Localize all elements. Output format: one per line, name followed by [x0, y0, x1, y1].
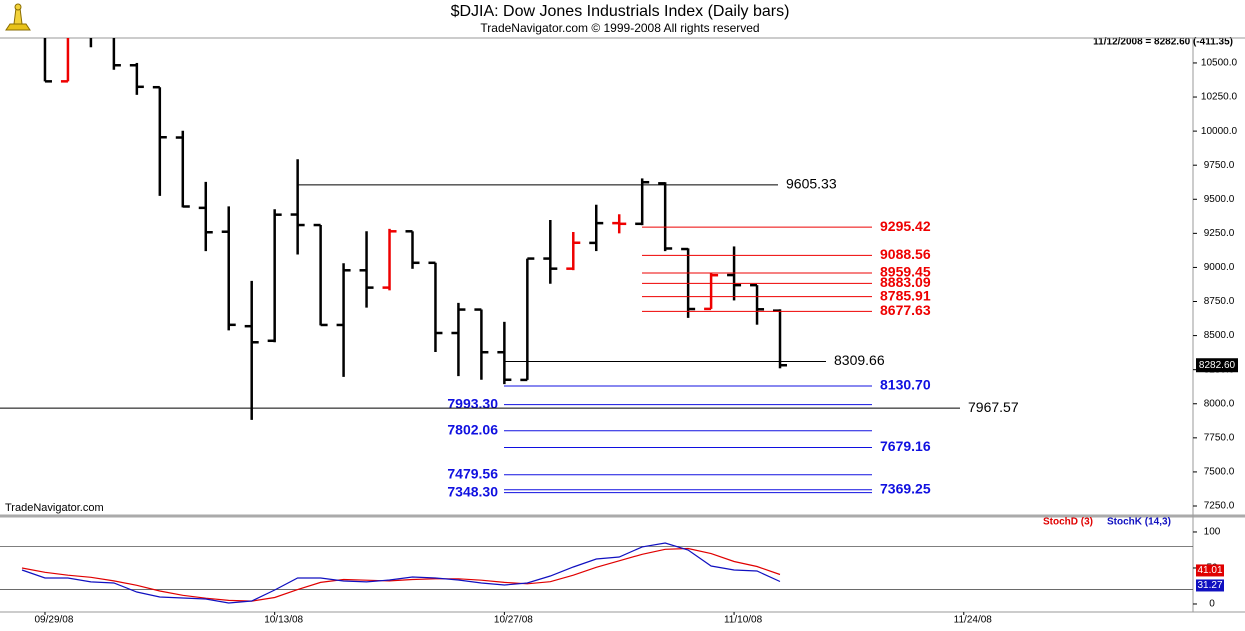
y-tick-label: 8000.0: [1204, 398, 1235, 409]
y-tick-label: 0: [1209, 599, 1215, 610]
stoch-line: [21, 547, 781, 602]
x-tick-label: 11/10/08: [724, 615, 763, 626]
level-label: 8785.91: [880, 287, 931, 303]
price-panel: [43, 38, 788, 420]
x-tick-label: 10/27/08: [494, 615, 533, 626]
chart-subtitle: TradeNavigator.com © 1999-2008 All right…: [480, 21, 759, 35]
stoch-panel: [0, 542, 1193, 604]
y-tick-label: 8500.0: [1204, 330, 1235, 341]
y-tick-label: 8750.0: [1204, 296, 1235, 307]
level-label: 9605.33: [786, 176, 837, 192]
last-price-label: 8282.60: [1199, 360, 1236, 371]
level-label: 7802.06: [447, 421, 498, 437]
y-tick-label: 7250.0: [1204, 501, 1235, 512]
level-label: 8883.09: [880, 274, 931, 290]
level-label: 7369.25: [880, 480, 931, 496]
level-label: 7348.30: [447, 483, 498, 499]
y-tick-label: 9750.0: [1204, 160, 1235, 171]
level-label: 8130.70: [880, 377, 931, 393]
last-value-label: 41.01: [1197, 565, 1222, 576]
level-label: 8959.45: [880, 264, 931, 280]
x-tick-label: 11/24/08: [954, 615, 993, 626]
level-label: 8309.66: [834, 352, 885, 368]
legend-entry: StochK (14,3): [1107, 517, 1171, 528]
x-tick-label: 09/29/08: [35, 615, 74, 626]
level-label: 8677.63: [880, 302, 931, 318]
last-value-box: [1196, 564, 1224, 577]
y-tick-label: 10000.0: [1201, 126, 1238, 137]
y-tick-label: 7500.0: [1204, 467, 1235, 478]
level-label: 7479.56: [447, 465, 498, 481]
stoch-line: [21, 542, 781, 604]
last-value-box: [1196, 579, 1224, 592]
overlay: 7250.07500.07750.08000.08250.08500.08750…: [0, 58, 1238, 626]
y-tick-label: 100: [1204, 527, 1221, 538]
legend-entry: StochD (3): [1043, 517, 1093, 528]
chart-title: $DJIA: Dow Jones Industrials Index (Dail…: [451, 3, 790, 20]
y-tick-label: 7750.0: [1204, 432, 1235, 443]
y-tick-label: 10500.0: [1201, 58, 1238, 69]
level-label: 7679.16: [880, 438, 931, 454]
y-tick-label: 9500.0: [1204, 194, 1235, 205]
watermark: TradeNavigator.com: [5, 502, 104, 514]
x-tick-label: 10/13/08: [264, 615, 303, 626]
info-text: 11/12/2008 = 8282.60 (-411.35): [1093, 37, 1233, 48]
level-label: 9295.42: [880, 218, 931, 234]
y-tick-label: 10250.0: [1201, 92, 1238, 103]
level-label: 7967.57: [968, 399, 1019, 415]
y-tick-label: 9000.0: [1204, 262, 1235, 273]
level-label: 9088.56: [880, 246, 931, 262]
logo: [5, 3, 31, 31]
last-price-box: [1196, 358, 1238, 373]
y-tick-label: 9250.0: [1204, 228, 1235, 239]
level-label: 7993.30: [447, 395, 498, 411]
last-value-label: 31.27: [1197, 580, 1222, 591]
